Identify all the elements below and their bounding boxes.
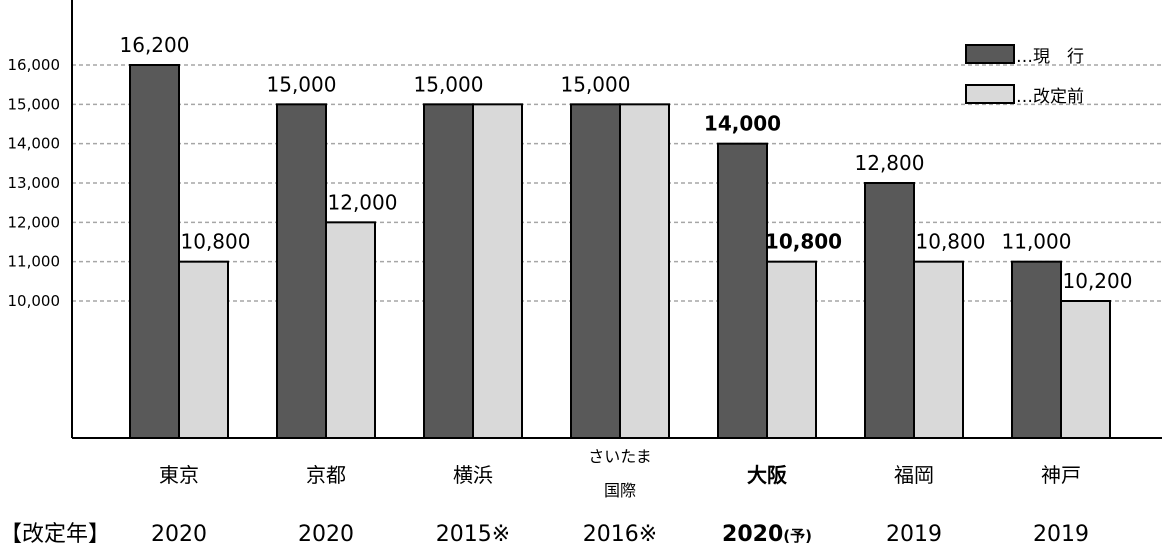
bar [864,182,915,439]
bar [325,221,376,439]
legend-swatch [965,84,1015,104]
value-label: 16,200 [120,33,190,57]
y-tick-label: 15,000 [8,95,61,113]
value-label: 11,000 [1002,230,1072,254]
legend-label: …改定前 [1016,87,1084,107]
bar [717,142,768,440]
y-tick-label: 16,000 [8,56,61,74]
year-labels: 2020 2020 2015※ 2016※ 2020(予) 2019 2019 [151,522,1089,547]
year-label: 2020 [298,522,354,547]
value-label: 15,000 [267,72,337,96]
category-label: 国際 [604,481,636,500]
y-tick-label: 12,000 [8,213,61,231]
year-label: 2019 [886,522,942,547]
bar [472,103,523,439]
value-label: 10,800 [765,230,842,254]
category-label: 東京 [159,463,199,487]
value-label: 14,000 [704,112,781,136]
value-label: 15,000 [414,72,484,96]
value-labels: 16,200 10,800 15,000 12,000 15,000 15,000 14,0… [120,33,1133,293]
legend: …現 行 …改定前 [965,44,1084,107]
year-label: 2020 [151,522,207,547]
bar [276,103,327,439]
bar [619,103,670,439]
category-label: 京都 [306,463,346,487]
category-label: 福岡 [894,463,934,487]
y-tick-label: 10,000 [8,292,61,310]
bar [1011,260,1062,439]
category-label: さいたま [588,447,652,466]
year-label: 2015※ [436,522,510,547]
y-tick-label: 14,000 [8,135,61,153]
value-label: 10,800 [916,230,986,254]
value-label: 10,800 [181,230,251,254]
category-label: 神戸 [1041,463,1081,487]
bar [178,260,229,439]
bar [766,260,817,439]
bar [570,103,621,439]
bar [913,260,964,439]
year-label: 2019 [1033,522,1089,547]
value-label: 10,200 [1063,269,1133,293]
bar [1060,300,1111,439]
value-label: 12,000 [328,190,398,214]
category-label: 横浜 [453,463,493,487]
y-tick-label: 13,000 [8,174,61,192]
y-tick-label: 11,000 [8,253,61,271]
bar [423,103,474,439]
year-row-label: 【改定年】 [0,522,110,547]
value-label: 15,000 [561,72,631,96]
category-label: 大阪 [747,463,788,487]
y-axis-ticks: 10,000 11,000 12,000 13,000 14,000 15,000 16,0… [8,56,61,310]
legend-label: …現 行 [1016,47,1084,67]
bars [129,64,1111,440]
legend-swatch [965,44,1015,64]
year-label: 2020(予) [722,522,812,547]
year-label: 2016※ [583,522,657,547]
value-label: 12,800 [855,151,925,175]
bar [129,64,180,439]
